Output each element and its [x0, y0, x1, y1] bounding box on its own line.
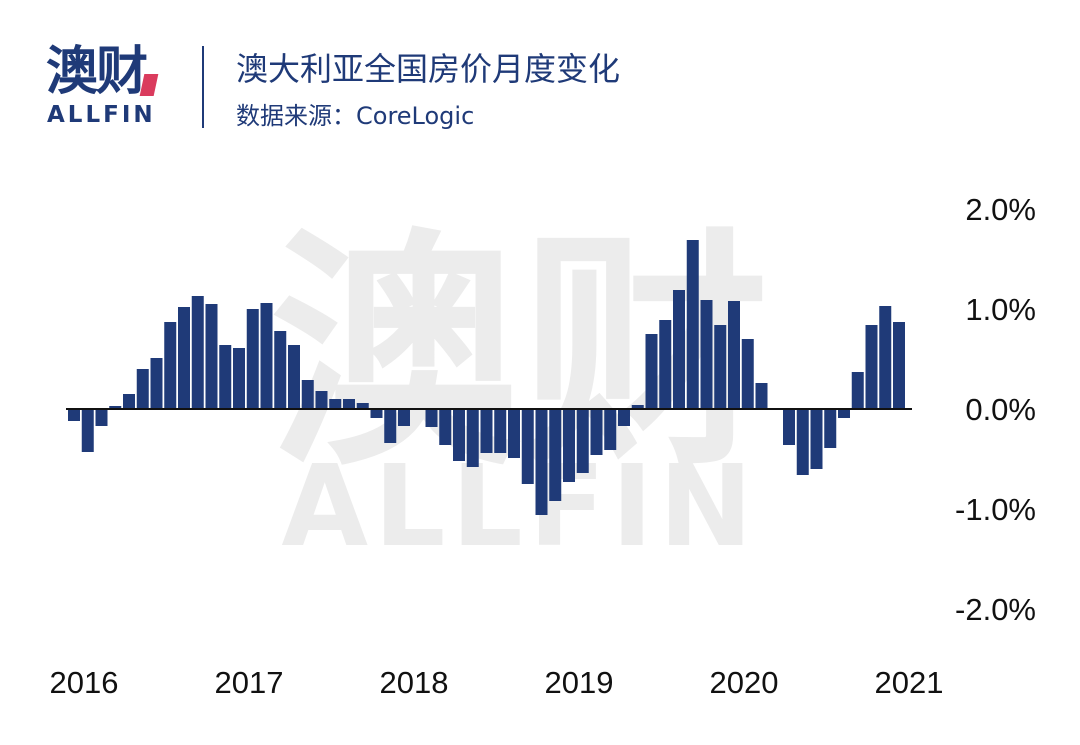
bar — [136, 369, 149, 409]
x-tick-label: 2016 — [50, 665, 119, 700]
bar — [398, 409, 410, 426]
bar — [659, 320, 672, 409]
bar — [68, 409, 80, 421]
bar — [81, 409, 94, 452]
bar — [246, 309, 259, 409]
bar — [865, 325, 878, 409]
chart-title: 澳大利亚全国房价月度变化 — [236, 50, 621, 88]
watermark-en: ALLFIN — [281, 442, 758, 572]
bar — [563, 409, 575, 482]
bar — [301, 380, 314, 409]
bar — [604, 409, 617, 450]
bar — [164, 322, 177, 409]
bar — [425, 409, 438, 427]
bar — [741, 339, 754, 409]
bar — [576, 409, 589, 473]
x-axis-ticks: 2016 2017 2018 2019 2020 2021 — [50, 665, 944, 700]
bar — [315, 391, 328, 409]
bar — [343, 399, 355, 409]
bar — [356, 403, 369, 409]
bar — [618, 409, 630, 426]
bar — [838, 409, 850, 418]
bar — [521, 409, 534, 484]
bar — [673, 290, 685, 409]
bar — [178, 307, 190, 409]
bar — [879, 306, 892, 409]
x-tick-label: 2017 — [215, 665, 284, 700]
bar — [205, 304, 218, 409]
bar — [893, 322, 905, 409]
bar — [219, 345, 232, 409]
logo-english-text: ALLFIN — [47, 102, 156, 128]
y-tick-label: 2.0% — [965, 192, 1036, 227]
bar — [494, 409, 507, 453]
bar — [631, 405, 644, 409]
x-tick-label: 2018 — [380, 665, 449, 700]
logo-chinese-text: 澳财 — [46, 42, 148, 102]
y-axis-ticks: 2.0% 1.0% 0.0% -1.0% -2.0% — [955, 192, 1036, 627]
y-tick-label: 1.0% — [965, 292, 1036, 327]
logo-accent-mark — [139, 74, 159, 96]
bar — [728, 301, 740, 409]
x-tick-label: 2020 — [710, 665, 779, 700]
bar — [645, 334, 658, 409]
bar — [590, 409, 603, 455]
bar — [686, 240, 699, 409]
bar — [714, 325, 727, 409]
bar — [535, 409, 548, 515]
bars — [68, 240, 905, 515]
bar — [796, 409, 809, 475]
bar — [453, 409, 465, 461]
bar — [95, 409, 108, 426]
bar — [783, 409, 795, 445]
bar — [439, 409, 452, 445]
bar — [274, 331, 287, 409]
header-divider — [202, 46, 204, 128]
chart-source: 数据来源：CoreLogic — [236, 102, 475, 130]
bar — [260, 303, 273, 409]
bar — [109, 406, 122, 409]
bar — [810, 409, 823, 469]
bar — [233, 348, 245, 409]
bar — [508, 409, 520, 458]
bar — [851, 372, 864, 409]
bar — [329, 399, 342, 409]
allfin-logo: 澳财 ALLFIN — [46, 44, 166, 134]
y-tick-label: -1.0% — [955, 492, 1036, 527]
bar — [755, 383, 768, 409]
bar — [384, 409, 397, 443]
bar — [370, 409, 383, 418]
y-tick-label: -2.0% — [955, 592, 1036, 627]
bar — [700, 300, 713, 409]
bar — [480, 409, 493, 453]
bar — [191, 296, 204, 409]
bar — [123, 394, 135, 409]
bar — [288, 345, 300, 409]
y-tick-label: 0.0% — [965, 392, 1036, 427]
bar — [150, 358, 163, 409]
bar — [824, 409, 837, 448]
x-tick-label: 2021 — [875, 665, 944, 700]
x-tick-label: 2019 — [545, 665, 614, 700]
bar — [549, 409, 562, 501]
bar — [466, 409, 479, 467]
